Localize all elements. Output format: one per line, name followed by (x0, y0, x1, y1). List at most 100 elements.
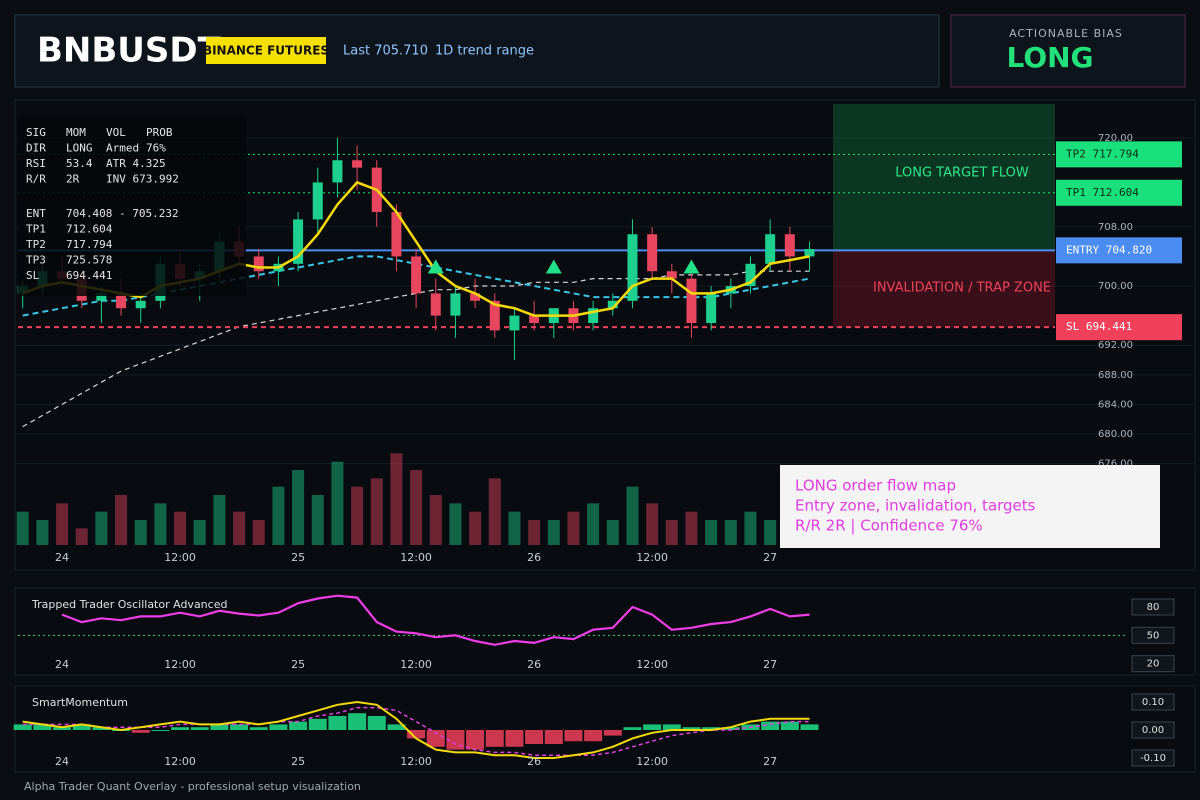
volume-bar (626, 486, 639, 545)
momentum-bar (505, 730, 524, 747)
volume-bar (213, 495, 226, 545)
bias-box (950, 14, 1186, 88)
bias-label: ACTIONABLE BIAS (1009, 27, 1123, 40)
y-tick-label: 0.10 (1142, 697, 1164, 708)
candle-body (135, 300, 146, 309)
symbol: BNBUSDT (37, 31, 222, 71)
candle-body (253, 256, 264, 272)
momentum-line (22, 700, 810, 759)
candle-body (804, 249, 815, 257)
buy-signal (545, 259, 562, 274)
stat-cell: RSI (26, 157, 46, 170)
volume-bar (16, 511, 29, 545)
y-tick-label: -0.10 (1140, 753, 1166, 764)
level-label: TP1 712.604 (1066, 186, 1139, 199)
bias-value: LONG (1006, 41, 1093, 74)
stat-cell: LONG (66, 142, 93, 155)
volume-bar (488, 478, 501, 545)
momentum-bar (308, 718, 327, 730)
volume-bar (587, 503, 600, 545)
y-tick-box (1131, 693, 1175, 711)
candle-body (745, 263, 756, 287)
x-tick-label: 25 (291, 551, 305, 564)
stat-cell: ATR 4.325 (106, 157, 166, 170)
volume-bar (154, 503, 167, 545)
momentum-bar (13, 724, 32, 730)
y-tick-box (1131, 749, 1175, 767)
y-tick-label: 0.00 (1142, 725, 1164, 736)
stat-cell: MOM (66, 126, 86, 139)
panel-title: SmartMomentum (32, 696, 128, 709)
volume-bar (665, 520, 678, 545)
y-tick-label: 676.00 (1098, 459, 1133, 470)
x-tick-label: 25 (291, 658, 305, 671)
momentum-bar (623, 727, 642, 730)
x-tick-label: 12:00 (636, 755, 668, 768)
last-price: Last 705.710 (343, 44, 428, 59)
level-label: TP2 717.794 (1066, 147, 1139, 160)
x-tick-label: 24 (55, 551, 69, 564)
x-tick-label: 12:00 (400, 755, 432, 768)
volume-bar (449, 503, 462, 545)
y-tick-label: 700.00 (1098, 281, 1133, 292)
stat-cell: DIR (26, 142, 46, 155)
level-label: ENTRY 704.820 (1066, 243, 1152, 256)
buy-signal (427, 259, 444, 274)
momentum-bar (584, 730, 603, 742)
y-tick-label: 684.00 (1098, 399, 1133, 410)
momentum-bar (466, 730, 485, 750)
volume-bar (606, 520, 619, 545)
candle-body (607, 300, 618, 309)
annotation-line: R/R 2R | Confidence 76% (795, 517, 983, 535)
momentum-bar (564, 730, 583, 742)
momentum-bar (289, 721, 308, 730)
volume-bar (390, 453, 403, 545)
volume-bar (724, 520, 737, 545)
volume-bar (95, 511, 108, 545)
momentum-bar (230, 724, 249, 730)
momentum-bar (367, 716, 386, 730)
volume-bar (56, 503, 69, 545)
volume-bar (311, 495, 324, 545)
volume-bar (115, 495, 128, 545)
annotation-box (780, 465, 1160, 548)
momentum-bar (780, 721, 799, 730)
candle-body (391, 212, 402, 257)
y-tick-label: 692.00 (1098, 340, 1133, 351)
stat-cell: TP3 (26, 254, 46, 267)
volume-bar (528, 520, 541, 545)
y-tick-label: 80 (1147, 602, 1160, 613)
footer: Alpha Trader Quant Overlay - professiona… (24, 780, 361, 793)
stat-cell: 704.408 - 705.232 (66, 207, 179, 220)
momentum-bar (800, 724, 819, 730)
candle-body (96, 293, 107, 301)
x-tick-label: 27 (763, 551, 777, 564)
badge: BINANCE FUTURES (203, 44, 329, 58)
candle-body (293, 219, 304, 264)
volume-bar (547, 520, 560, 545)
stat-cell: ENT (26, 207, 46, 220)
momentum-bar (485, 730, 504, 747)
candle-body (706, 293, 717, 324)
momentum-bar (92, 727, 111, 730)
momentum-bar (72, 724, 91, 730)
momentum-bar (210, 724, 229, 730)
momentum-bar (171, 727, 190, 730)
volume-bar (508, 511, 521, 545)
candle-body (588, 308, 599, 324)
volume-bar (764, 520, 777, 545)
volume-bar (252, 520, 265, 545)
annotation-line: Entry zone, invalidation, targets (795, 497, 1036, 515)
trend-line (22, 270, 810, 428)
momentum-bar (190, 727, 209, 730)
momentum-bar (721, 727, 740, 730)
volume-bar (705, 520, 718, 545)
momentum-bar (249, 727, 268, 730)
oscillator-line (61, 594, 810, 646)
x-tick-label: 26 (527, 658, 541, 671)
invalidation-zone (833, 250, 1055, 328)
x-tick-label: 12:00 (164, 658, 196, 671)
candle-body (116, 293, 127, 309)
x-tick-label: 12:00 (400, 658, 432, 671)
